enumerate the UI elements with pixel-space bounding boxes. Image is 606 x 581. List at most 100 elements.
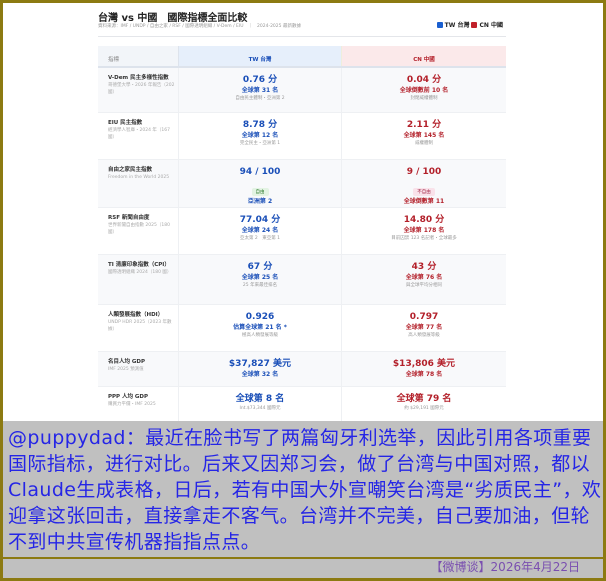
rank-text: 全球第 76 名	[405, 274, 443, 281]
china-cell: 14.80 分全球第 178 名目前囚禁 123 名記者・全球最多	[341, 208, 506, 254]
indicator-name: 自由之家民主指數	[108, 167, 153, 173]
indicator-name: 人類發展指數（HDI）	[108, 312, 164, 318]
taiwan-cell: 77.04 分全球第 24 名亞太第 2 東亞第 1	[178, 208, 341, 254]
post-text: @puppydad：最近在脸书写了两篇匈牙利选举，因此引用各项重要国际指标，进行…	[3, 421, 603, 557]
score-value: 67 分	[247, 262, 273, 272]
indicator-source: 經濟學人智庫・2024 年（167 國）	[108, 128, 170, 140]
indicator-source: Freedom in the World 2025	[108, 175, 170, 180]
score-value: 14.80 分	[403, 215, 445, 225]
note-text: 自由民主體制・亞洲第 2	[235, 96, 285, 101]
table-row: EIU 民主指數 經濟學人智庫・2024 年（167 國） 8.78 分全球第 12…	[98, 113, 506, 160]
score-value: 43 分	[411, 262, 437, 272]
rank-text: 全球第 77 名	[405, 324, 443, 331]
score-value: 全球第 79 名	[396, 394, 452, 404]
table-row: V-Dem 民主多樣性指數 哥德堡大學・2026 年報告（202 國） 0.76 分…	[98, 68, 506, 113]
china-cell: 9 / 100 不自由全球倒數第 11	[341, 160, 506, 207]
note-text: 高人類發展等級	[408, 333, 440, 338]
post-footer: 【微博谈】2026年4月22日	[3, 559, 603, 578]
rank-text: 全球第 145 名	[403, 132, 445, 139]
rank-text: 全球第 32 名	[241, 371, 279, 378]
table-row: 自由之家民主指數 Freedom in the World 2025 94 / 10…	[98, 160, 506, 208]
indicator-cell: V-Dem 民主多樣性指數哥德堡大學・2026 年報告（202 國）	[98, 68, 178, 112]
note-text: 威權體制	[415, 141, 433, 146]
score-value: $13,806 美元	[392, 359, 456, 369]
indicator-source: 購買力平價・IMF 2025	[108, 402, 156, 407]
indicator-name: 名目人均 GDP	[108, 359, 146, 365]
indicator-cell: TI 清廉印象指數（CPI） 國際透明組織 2024（180 國）	[98, 255, 178, 304]
indicator-cell: 人類發展指數（HDI） UNDP HDR 2025（2023 年數據）	[98, 305, 178, 351]
china-cell: 2.11 分全球第 145 名威權體制	[341, 113, 506, 159]
status-badge: 不自由	[413, 188, 435, 196]
score-value: 全球第 8 名	[235, 394, 285, 404]
page-title: 台灣 vs 中國 國際指標全面比較	[98, 13, 248, 24]
header-indicator: 指標	[98, 46, 178, 66]
taiwan-cell: 67 分全球第 25 名 25 年來最佳排名	[178, 255, 341, 304]
table-row: 名目人均 GDP IMF 2025 預測值 $37,827 美元 全球第 32 名 $1…	[98, 352, 506, 387]
score-value: 0.926	[245, 312, 275, 322]
score-value: 2.11 分	[406, 120, 442, 130]
taiwan-cell: 94 / 100 自由亞洲第 2	[178, 160, 341, 207]
note-text: 25 年來最佳排名	[242, 283, 278, 288]
comparison-table: 指標 TW 台灣 CN 中國 V-Dem 民主多樣性指數哥德堡大學・2026 年…	[98, 46, 506, 421]
rank-text: 全球第 25 名	[241, 274, 279, 281]
china-cell: $13,806 美元 全球第 78 名	[341, 352, 506, 386]
score-value: 94 / 100	[239, 167, 281, 177]
table-header: 指標 TW 台灣 CN 中國	[98, 46, 506, 68]
rank-text: 全球第 24 名	[241, 227, 279, 234]
china-swatch-icon	[471, 21, 478, 28]
rank-text: 估算全球第 21 名 *	[233, 324, 287, 331]
taiwan-cell: 全球第 8 名 Int.$73,344 國際元	[178, 387, 341, 421]
status-badge: 自由	[251, 188, 269, 196]
indicator-source: IMF 2025 預測值	[108, 367, 144, 372]
rank-text: 亞洲第 2	[247, 198, 273, 205]
note-text: 約 $29,191 國際元	[404, 406, 444, 411]
taiwan-cell: 0.76 分全球第 31 名自由民主體制・亞洲第 2	[178, 68, 341, 112]
score-value: 0.76 分	[242, 75, 278, 85]
screenshot: 台灣 vs 中國 國際指標全面比較 資料來源：IMF / UNDP / 自由之家…	[3, 3, 603, 421]
table-row: 人類發展指數（HDI） UNDP HDR 2025（2023 年數據） 0.926 估…	[98, 305, 506, 352]
note-text: 完全民主・亞洲第 1	[239, 141, 281, 146]
table-row: RSF 新聞自由度 世界新聞自由指數 2025（180 國） 77.04 分全球第 …	[98, 208, 506, 255]
rank-text: 全球倒數第 11	[403, 198, 445, 205]
indicator-name: PPP 人均 GDP	[108, 394, 149, 400]
indicator-source: 哥德堡大學・2026 年報告（202 國）	[108, 83, 175, 95]
china-cell: 0.797 全球第 77 名高人類發展等級	[341, 305, 506, 351]
indicator-source: 國際透明組織 2024（180 國）	[108, 270, 172, 275]
indicator-cell: 自由之家民主指數 Freedom in the World 2025	[98, 160, 178, 207]
note-text: 封閉威權體制	[410, 96, 438, 101]
taiwan-cell: 8.78 分全球第 12 名完全民主・亞洲第 1	[178, 113, 341, 159]
score-value: 77.04 分	[239, 215, 281, 225]
table-row: TI 清廉印象指數（CPI） 國際透明組織 2024（180 國） 67 分全球第 …	[98, 255, 506, 305]
score-value: $37,827 美元	[228, 359, 292, 369]
china-cell: 43 分全球第 76 名與全球平均分相同	[341, 255, 506, 304]
indicator-name: V-Dem 民主多樣性指數	[108, 75, 169, 81]
taiwan-swatch-icon	[436, 21, 443, 28]
taiwan-cell: $37,827 美元 全球第 32 名	[178, 352, 341, 386]
score-value: 8.78 分	[242, 120, 278, 130]
rank-text: 全球第 12 名	[241, 132, 279, 139]
indicator-cell: PPP 人均 GDP 購買力平價・IMF 2025	[98, 387, 178, 421]
source-line: 資料來源：IMF / UNDP / 自由之家 / RSF / 國際透明組織 / …	[98, 24, 301, 29]
note-text: 極高人類發展等級	[242, 333, 278, 338]
taiwan-cell: 0.926 估算全球第 21 名 * 極高人類發展等級	[178, 305, 341, 351]
divider	[3, 557, 603, 559]
indicator-cell: EIU 民主指數經濟學人智庫・2024 年（167 國）	[98, 113, 178, 159]
rank-text: 全球第 178 名	[403, 227, 445, 234]
rank-text: 全球第 78 名	[405, 371, 443, 378]
legend-taiwan: TW 台灣	[444, 22, 470, 29]
note-text: 目前囚禁 123 名記者・全球最多	[391, 236, 457, 241]
note-text: Int.$73,344 國際元	[239, 406, 281, 411]
score-value: 0.797	[409, 312, 439, 322]
indicator-cell: RSF 新聞自由度 世界新聞自由指數 2025（180 國）	[98, 208, 178, 254]
rank-text: 全球第 31 名	[241, 87, 279, 94]
indicator-source: UNDP HDR 2025（2023 年數據）	[108, 320, 172, 332]
indicator-name: TI 清廉印象指數（CPI）	[108, 262, 170, 268]
score-value: 9 / 100	[406, 167, 442, 177]
indicator-cell: 名目人均 GDP IMF 2025 預測值	[98, 352, 178, 386]
legend-china: CN 中國	[479, 22, 503, 29]
indicator-name: EIU 民主指數	[108, 120, 143, 126]
divider	[98, 36, 506, 37]
header-china: CN 中國	[341, 46, 506, 66]
china-cell: 0.04 分全球倒數前 10 名封閉威權體制	[341, 68, 506, 112]
rank-text: 全球倒數前 10 名	[399, 87, 449, 94]
